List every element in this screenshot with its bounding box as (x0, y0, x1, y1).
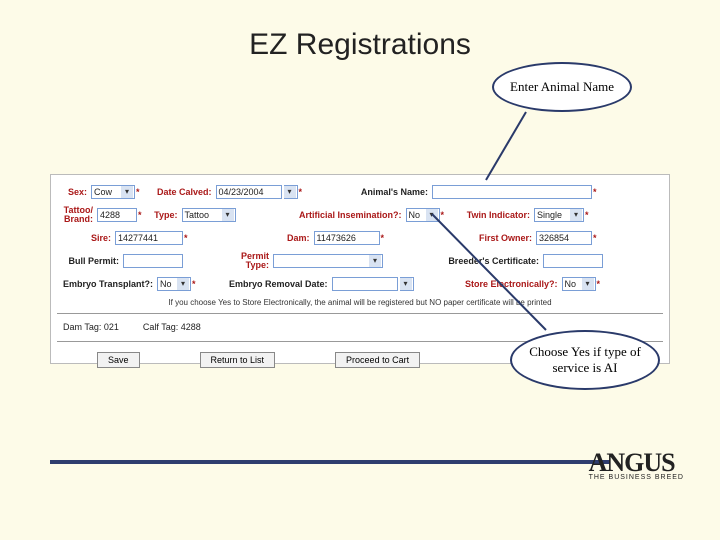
logo-sub-text: THE BUSINESS BREED (589, 474, 684, 481)
label-tattoo-brand: Tattoo/Brand: (57, 206, 97, 224)
tattoo-brand-input[interactable]: 4288 (97, 208, 137, 222)
type-select[interactable]: Tattoo (182, 208, 236, 222)
calf-tag-text: Calf Tag: 4288 (143, 322, 201, 332)
sire-input[interactable]: 14277441 (115, 231, 183, 245)
angus-logo: ANGUS THE BUSINESS BREED (589, 448, 684, 481)
embryo-select[interactable]: No (157, 277, 191, 291)
permit-type-select[interactable] (273, 254, 383, 268)
callout-1-arrow (480, 108, 540, 188)
label-sex: Sex: (57, 187, 91, 197)
proceed-to-cart-button[interactable]: Proceed to Cart (335, 352, 420, 368)
required-asterisk: * (597, 279, 601, 289)
embryo-date-picker-icon[interactable] (400, 277, 414, 291)
page-title: EZ Registrations (249, 28, 471, 62)
required-asterisk: * (593, 187, 597, 197)
divider (57, 313, 663, 314)
footer-divider (50, 460, 610, 464)
return-to-list-button[interactable]: Return to List (200, 352, 276, 368)
bull-permit-input[interactable] (123, 254, 183, 268)
label-type: Type: (142, 210, 182, 220)
callout-2-arrow (428, 210, 568, 340)
dam-tag-text: Dam Tag: 021 (63, 322, 119, 332)
label-dam: Dam: (188, 233, 314, 243)
sex-select[interactable]: Cow (91, 185, 135, 199)
required-asterisk: * (585, 210, 589, 220)
label-sire: Sire: (57, 233, 115, 243)
dam-input[interactable]: 11473626 (314, 231, 380, 245)
label-embryo: Embryo Transplant?: (57, 279, 157, 289)
callout-choose-yes: Choose Yes if type of service is AI (510, 330, 660, 390)
date-calved-input[interactable]: 04/23/2004 (216, 185, 282, 199)
callout-enter-name: Enter Animal Name (492, 62, 632, 112)
label-embryo-date: Embryo Removal Date: (196, 279, 332, 289)
embryo-date-input[interactable] (332, 277, 398, 291)
label-permit-type: PermitType: (183, 252, 273, 270)
required-asterisk: * (593, 233, 597, 243)
label-ai: Artificial Insemination?: (236, 210, 406, 220)
label-animal-name: Animal's Name: (302, 187, 432, 197)
save-button[interactable]: Save (97, 352, 140, 368)
store-electronically-note: If you choose Yes to Store Electronicall… (57, 298, 663, 307)
label-bull-permit: Bull Permit: (57, 256, 123, 266)
label-date-calved: Date Calved: (140, 187, 216, 197)
date-picker-icon[interactable] (284, 185, 298, 199)
